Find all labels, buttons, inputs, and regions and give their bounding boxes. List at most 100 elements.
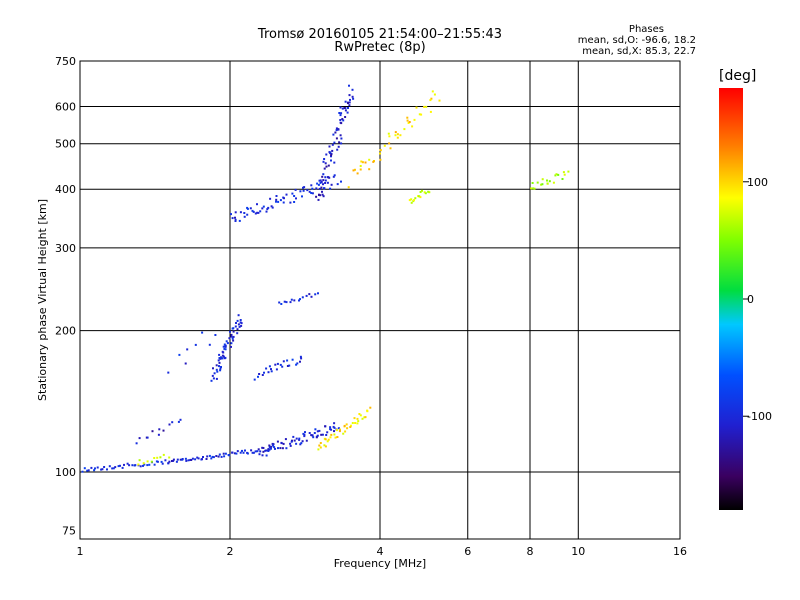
data-point (352, 169, 355, 172)
data-point (217, 455, 220, 458)
data-point (332, 175, 335, 178)
data-point (157, 433, 160, 436)
data-point (201, 331, 204, 334)
data-point (211, 374, 214, 377)
data-point (218, 353, 221, 356)
data-point (323, 167, 326, 170)
data-point (429, 110, 432, 113)
data-point (279, 363, 282, 366)
data-point (302, 186, 304, 189)
data-point (332, 133, 335, 136)
data-point (348, 104, 351, 107)
data-point (215, 368, 218, 371)
data-point (562, 171, 565, 174)
data-point (340, 122, 343, 125)
data-point (358, 413, 361, 415)
data-point (387, 132, 390, 135)
data-point (414, 197, 417, 200)
data-point (308, 190, 311, 193)
data-point (303, 186, 306, 189)
data-point (96, 466, 99, 469)
data-point (531, 182, 534, 184)
data-point (333, 422, 336, 425)
data-point (282, 360, 285, 363)
data-point (424, 192, 427, 195)
data-point (220, 366, 222, 368)
data-point (291, 192, 294, 195)
data-point (331, 149, 334, 152)
data-point (343, 107, 346, 109)
data-point (111, 467, 114, 470)
data-point (317, 198, 320, 201)
data-point (340, 180, 342, 183)
data-point (283, 197, 285, 200)
data-point (131, 464, 134, 467)
colorbar-tick-label: 0 (747, 293, 754, 306)
data-point (324, 445, 327, 448)
data-point (325, 165, 328, 168)
data-point (214, 334, 217, 336)
data-point (184, 362, 187, 365)
data-point (322, 173, 325, 176)
data-point (318, 193, 320, 196)
data-point (341, 107, 344, 110)
data-point (322, 183, 324, 186)
data-point (261, 446, 264, 449)
data-point (231, 217, 234, 220)
data-point (224, 356, 227, 359)
data-point (530, 187, 533, 190)
x-tick-label: 16 (673, 545, 687, 558)
data-point (268, 448, 271, 451)
data-point (316, 434, 319, 437)
data-point (101, 468, 104, 471)
data-point (226, 342, 229, 345)
data-point (153, 463, 156, 466)
data-point (216, 370, 219, 373)
data-point (148, 463, 151, 466)
data-point (256, 203, 258, 206)
stats-line-x: mean, sd,X: 85.3, 22.7 (582, 46, 696, 57)
data-point (236, 328, 239, 331)
data-point (304, 431, 306, 434)
data-point (318, 187, 321, 190)
data-point (323, 158, 326, 160)
data-point (319, 194, 322, 197)
data-point (338, 430, 341, 433)
data-point (319, 446, 322, 449)
data-point (323, 187, 325, 190)
data-point (413, 118, 416, 121)
data-point (268, 446, 271, 449)
data-point (541, 178, 544, 181)
data-point (224, 348, 227, 351)
data-point (361, 161, 364, 164)
data-point (333, 141, 336, 144)
data-point (536, 181, 539, 184)
data-point (348, 84, 350, 87)
data-point (322, 160, 325, 163)
data-point (267, 450, 270, 452)
data-point (340, 137, 343, 140)
data-point (320, 181, 323, 183)
colorbar-unit: [deg] (719, 68, 757, 84)
data-point (134, 464, 137, 467)
data-point (301, 195, 303, 198)
data-point (347, 102, 349, 105)
data-point (275, 368, 278, 371)
data-point (337, 145, 340, 148)
data-point (343, 424, 346, 427)
data-point (172, 458, 175, 461)
data-point (552, 181, 555, 184)
data-point (417, 195, 420, 198)
data-point (567, 170, 570, 173)
colorbar-ticks: 100 0 -100 (743, 176, 772, 423)
data-point (232, 330, 235, 333)
data-point (557, 173, 560, 176)
data-point (318, 429, 321, 432)
data-point (533, 187, 536, 190)
data-point (318, 179, 321, 182)
data-point (335, 129, 338, 132)
data-point (261, 374, 264, 376)
data-point (224, 345, 227, 348)
data-point (295, 442, 298, 445)
data-point (239, 211, 242, 214)
